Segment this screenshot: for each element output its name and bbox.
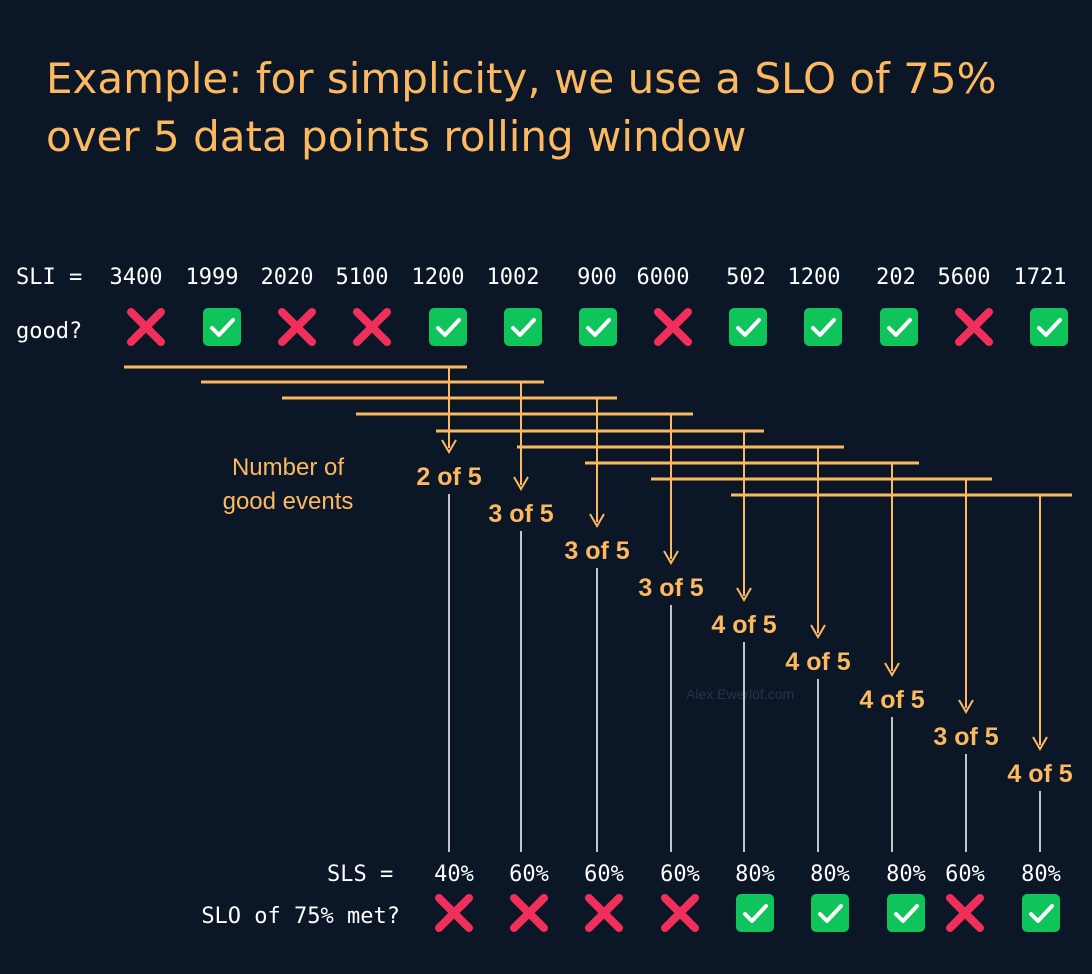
sli-value: 2020 <box>261 265 314 290</box>
sls-label: SLS = <box>327 862 393 887</box>
cross-icon <box>435 894 473 932</box>
sli-row: 3400 1999 2020 5100 1200 1002 900 6000 502 1200 20… <box>110 265 1068 346</box>
check-icon <box>429 308 467 346</box>
sls-value: 60% <box>584 862 624 887</box>
sli-value: 900 <box>577 265 617 290</box>
arrow-head <box>663 550 679 565</box>
sls-value: 40% <box>434 862 474 887</box>
cross-icon <box>955 308 993 346</box>
check-icon <box>579 308 617 346</box>
arrow-head <box>1032 736 1048 751</box>
sli-value: 5600 <box>938 265 991 290</box>
sli-value: 1200 <box>788 265 841 290</box>
sli-label: SLI = <box>16 265 82 290</box>
good-count: 3 of 5 <box>933 723 998 751</box>
arrow-head <box>736 587 752 602</box>
cross-icon <box>278 308 316 346</box>
slo-met-label: SLO of 75% met? <box>201 904 400 929</box>
sli-value: 1002 <box>487 265 540 290</box>
check-icon <box>1022 894 1060 932</box>
check-icon <box>729 308 767 346</box>
good-count: 2 of 5 <box>416 463 481 491</box>
good-count: 3 of 5 <box>564 537 629 565</box>
arrow-head <box>884 662 900 677</box>
sls-value: 80% <box>810 862 850 887</box>
check-icon <box>736 894 774 932</box>
arrow-head <box>589 513 605 528</box>
sls-value: 80% <box>1021 862 1061 887</box>
sls-value: 80% <box>735 862 775 887</box>
sli-value: 1200 <box>412 265 465 290</box>
cross-icon <box>353 308 391 346</box>
sli-value: 202 <box>876 265 916 290</box>
sli-value: 1999 <box>186 265 239 290</box>
sls-value: 60% <box>945 862 985 887</box>
sli-value: 3400 <box>110 265 163 290</box>
good-count: 4 of 5 <box>859 686 924 714</box>
annotation-line-2: good events <box>223 488 354 515</box>
watermark: Alex Ewerlöf.com <box>686 686 794 702</box>
check-icon <box>887 894 925 932</box>
good-count: 3 of 5 <box>638 574 703 602</box>
arrow-head <box>810 624 826 639</box>
check-icon <box>811 894 849 932</box>
sls-value: 60% <box>660 862 700 887</box>
sls-value: 80% <box>886 862 926 887</box>
check-icon <box>1030 308 1068 346</box>
check-icon <box>203 308 241 346</box>
good-count: 4 of 5 <box>785 648 850 676</box>
arrow-head <box>513 476 529 491</box>
arrow-head <box>441 439 457 454</box>
sli-value: 1721 <box>1014 265 1067 290</box>
good-count: 4 of 5 <box>711 611 776 639</box>
page-title: Example: for simplicity, we use a SLO of… <box>46 54 997 161</box>
good-label: good? <box>16 319 82 344</box>
good-count: 4 of 5 <box>1007 760 1072 788</box>
sli-value: 6000 <box>637 265 690 290</box>
check-icon <box>504 308 542 346</box>
cross-icon <box>654 308 692 346</box>
cross-icon <box>661 894 699 932</box>
sls-value: 60% <box>509 862 549 887</box>
rolling-windows: 2 of 53 of 53 of 53 of 54 of 54 of 54 of… <box>124 365 1073 852</box>
cross-icon <box>127 308 165 346</box>
sli-value: 5100 <box>336 265 389 290</box>
cross-icon <box>585 894 623 932</box>
cross-icon <box>510 894 548 932</box>
annotation-line-1: Number of <box>232 454 344 481</box>
arrow-head <box>958 699 974 714</box>
check-icon <box>804 308 842 346</box>
good-count: 3 of 5 <box>488 500 553 528</box>
check-icon <box>880 308 918 346</box>
result-row: 40% 60% 60% 60% 80% 80% 80% 60% 80% <box>434 862 1061 932</box>
sli-value: 502 <box>726 265 766 290</box>
cross-icon <box>946 894 984 932</box>
